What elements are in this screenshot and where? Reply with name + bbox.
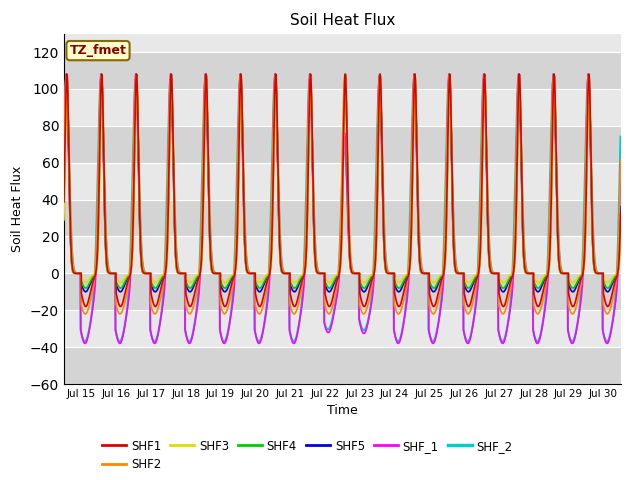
Text: TZ_fmet: TZ_fmet <box>70 44 127 57</box>
Y-axis label: Soil Heat Flux: Soil Heat Flux <box>12 166 24 252</box>
Bar <box>64 126 621 163</box>
Bar <box>64 52 621 89</box>
Bar <box>64 273 621 310</box>
X-axis label: Time: Time <box>327 405 358 418</box>
Bar <box>64 347 621 384</box>
Legend: SHF1, SHF2, SHF3, SHF4, SHF5, SHF_1, SHF_2: SHF1, SHF2, SHF3, SHF4, SHF5, SHF_1, SHF… <box>98 435 517 476</box>
Bar <box>64 200 621 237</box>
Title: Soil Heat Flux: Soil Heat Flux <box>290 13 395 28</box>
